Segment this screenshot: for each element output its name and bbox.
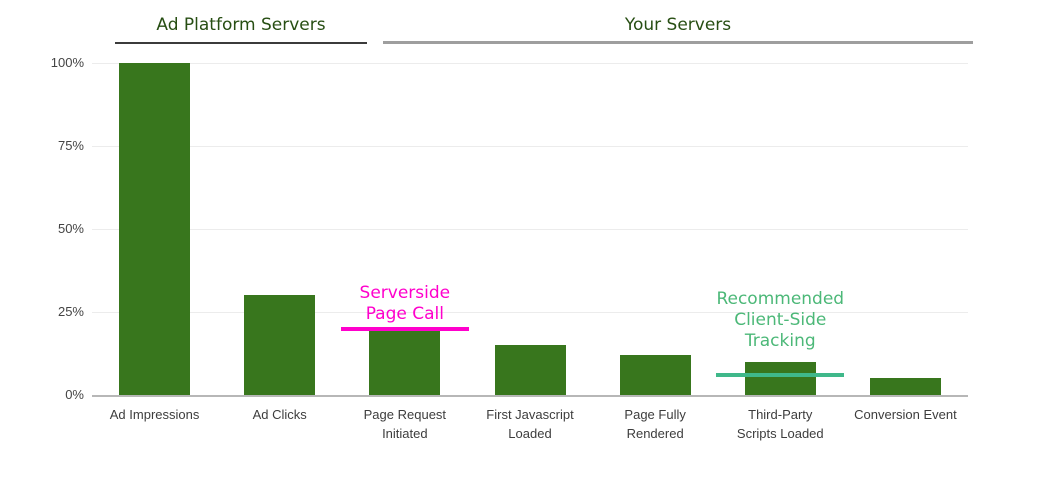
x-axis-category-label: First Javascript Loaded bbox=[486, 407, 574, 441]
gridline-50 bbox=[92, 229, 968, 230]
gridline-75 bbox=[92, 146, 968, 147]
bar-1 bbox=[244, 295, 316, 395]
y-axis-tick-label: 50% bbox=[57, 221, 84, 236]
annotation-line-1 bbox=[716, 373, 845, 378]
x-axis-category-label: Page Fully Rendered bbox=[624, 407, 686, 441]
bar-5 bbox=[744, 361, 816, 395]
group-header-ad-platform-servers: Ad Platform Servers bbox=[156, 15, 326, 35]
group-header-your-servers: Your Servers bbox=[624, 15, 732, 35]
annotation-text-0: Serverside Page Call bbox=[359, 283, 451, 324]
x-axis-category-label: Page Request Initiated bbox=[363, 407, 447, 441]
bar-3 bbox=[494, 345, 566, 395]
annotation-line-0 bbox=[340, 326, 469, 331]
x-axis-category-label: Ad Clicks bbox=[252, 407, 307, 422]
group-underline-ad-platform bbox=[115, 42, 367, 44]
bar-6 bbox=[869, 378, 941, 395]
y-axis-tick-label: 75% bbox=[57, 138, 84, 153]
gridline-25 bbox=[92, 312, 968, 313]
group-underline-your-servers bbox=[383, 41, 973, 44]
bar-4 bbox=[619, 355, 691, 395]
y-axis-tick-label: 25% bbox=[57, 304, 84, 319]
annotation-text-1: Recommended Client-Side Tracking bbox=[716, 289, 845, 351]
bar-0 bbox=[119, 63, 191, 395]
bar-2 bbox=[369, 328, 441, 395]
y-axis-tick-label: 100% bbox=[50, 55, 84, 70]
x-axis-category-label: Ad Impressions bbox=[109, 407, 200, 422]
x-axis-category-label: Conversion Event bbox=[854, 407, 957, 422]
x-axis-category-label: Third-Party Scripts Loaded bbox=[736, 407, 824, 441]
y-axis-tick-label: 0% bbox=[65, 387, 84, 402]
gridline-100 bbox=[92, 63, 968, 64]
plot-area bbox=[92, 63, 968, 397]
